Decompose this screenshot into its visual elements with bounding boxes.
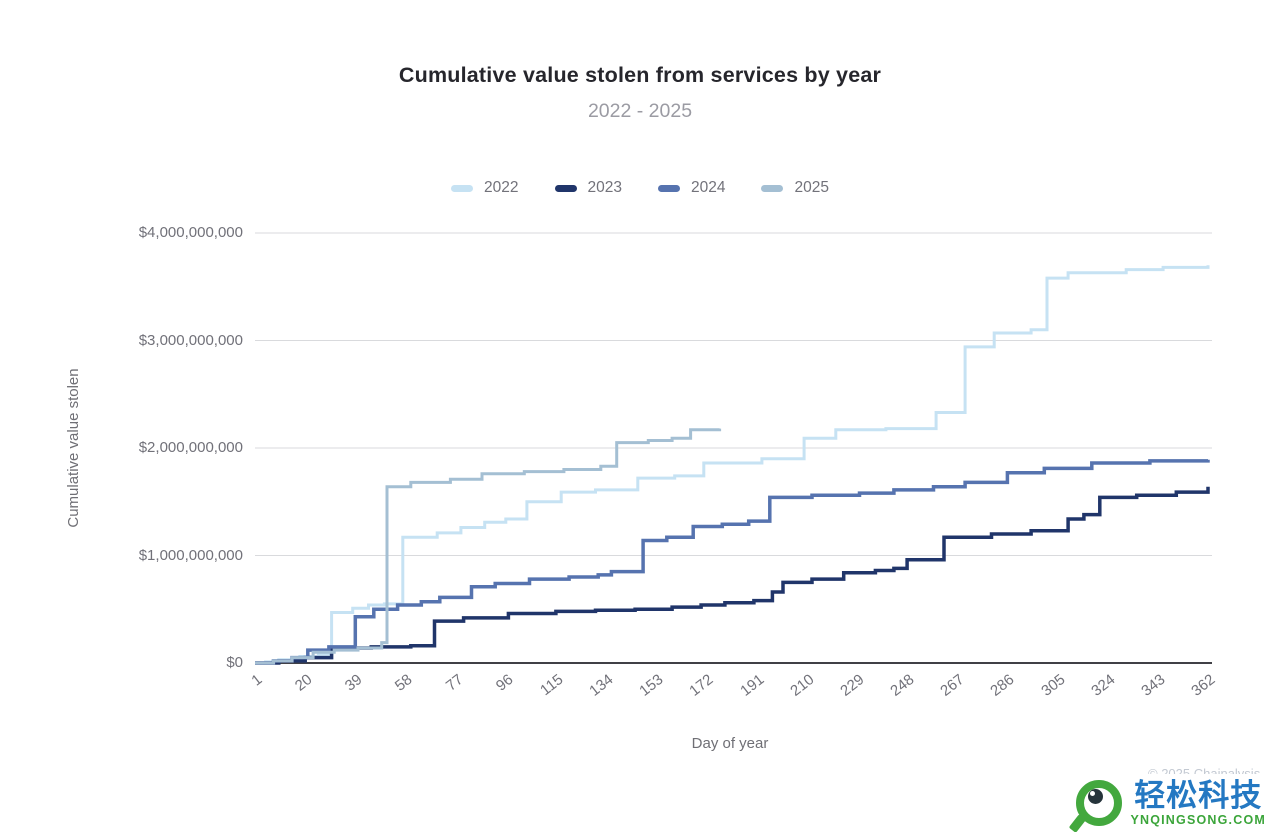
legend-swatch-icon	[761, 184, 784, 192]
watermark-brand: 轻松科技	[1134, 777, 1263, 813]
series-line-2025	[255, 428, 722, 665]
series-line-2024	[255, 459, 1210, 665]
legend-label: 2025	[794, 179, 829, 196]
chart-subtitle: 2022 - 2025	[587, 100, 693, 122]
legend-swatch-icon	[658, 184, 680, 192]
series-line-2022	[255, 265, 1210, 665]
legend-label: 2023	[587, 179, 622, 196]
legend-swatch-icon	[451, 184, 474, 192]
y-tick-label: $3,000,000,000	[138, 331, 243, 349]
legend-item-2022[interactable]: 2022	[451, 179, 519, 197]
watermark: 轻松科技 YNQINGSONG.COM	[1066, 773, 1272, 832]
x-axis-title: Day of year	[691, 735, 769, 752]
legend: 2022 2023 2024 2025	[0, 179, 1280, 197]
legend-item-2023[interactable]: 2023	[554, 179, 622, 197]
legend-item-2025[interactable]: 2025	[761, 179, 829, 197]
y-tick-label: $0	[226, 654, 243, 671]
chart-title: Cumulative value stolen from services by…	[398, 63, 882, 87]
watermark-domain: YNQINGSONG.COM	[1130, 812, 1266, 827]
y-tick-label: $1,000,000,000	[138, 546, 243, 564]
legend-item-2024[interactable]: 2024	[658, 179, 725, 197]
series-line-2023	[255, 486, 1210, 665]
y-tick-label: $4,000,000,000	[138, 224, 243, 241]
y-tick-label: $2,000,000,000	[138, 439, 243, 456]
y-axis-title: Cumulative value stolen	[65, 368, 82, 528]
legend-label: 2022	[484, 179, 519, 196]
watermark-logo-icon	[1069, 779, 1123, 832]
legend-swatch-icon	[554, 184, 577, 192]
legend-label: 2024	[691, 179, 726, 196]
